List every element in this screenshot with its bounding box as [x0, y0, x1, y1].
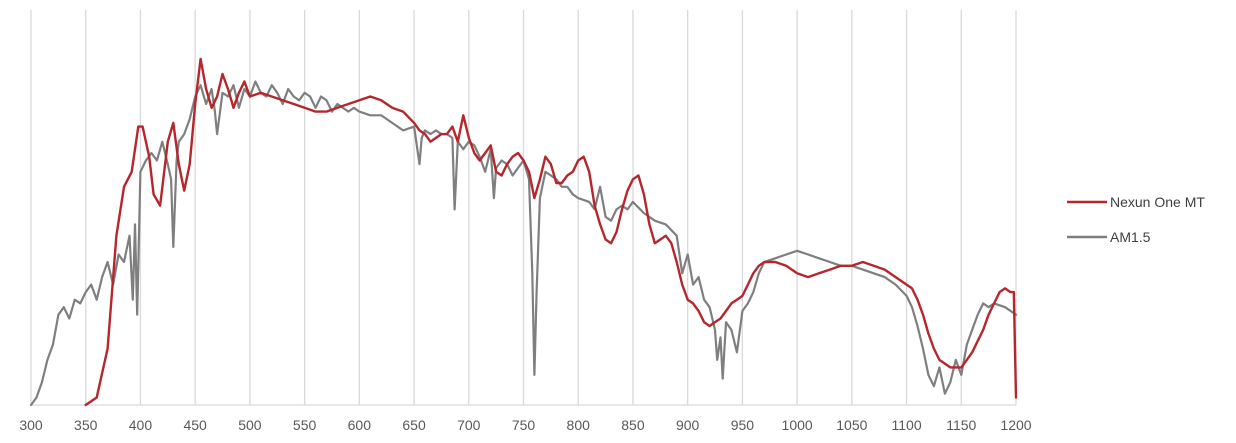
x-tick-label: 650 — [402, 417, 426, 433]
x-tick-label: 400 — [129, 417, 153, 433]
x-tick-label: 350 — [74, 417, 98, 433]
x-tick-label: 450 — [183, 417, 207, 433]
x-tick-label: 700 — [457, 417, 481, 433]
series-line-am1-5 — [29, 80, 1018, 407]
x-tick-label: 300 — [19, 417, 43, 433]
legend-label: Nexun One MT — [1110, 194, 1205, 210]
x-tick-label: 900 — [676, 417, 700, 433]
legend-label: AM1.5 — [1110, 229, 1151, 245]
x-tick-labels: 300 350 400 450 500 550 600 650 700 750 800 850 900 9… — [19, 417, 1031, 433]
x-tick-label: 850 — [621, 417, 645, 433]
x-tick-label: 1050 — [836, 417, 867, 433]
x-tick-label: 1100 — [892, 417, 922, 433]
x-tick-label: 1000 — [782, 417, 813, 433]
x-tick-label: 750 — [512, 417, 536, 433]
x-tick-label: 950 — [731, 417, 755, 433]
legend: Nexun One MT AM1.5 — [1067, 194, 1205, 245]
x-tick-label: 1150 — [946, 417, 976, 433]
x-tick-label: 550 — [293, 417, 317, 433]
series-line-nexun-one-mt — [84, 57, 1018, 407]
x-tick-label: 800 — [567, 417, 591, 433]
x-tick-label: 1200 — [1000, 417, 1031, 433]
series-lines — [29, 57, 1018, 407]
x-tick-label: 500 — [238, 417, 262, 433]
x-tick-label: 600 — [348, 417, 372, 433]
grid-lines — [30, 10, 1017, 405]
